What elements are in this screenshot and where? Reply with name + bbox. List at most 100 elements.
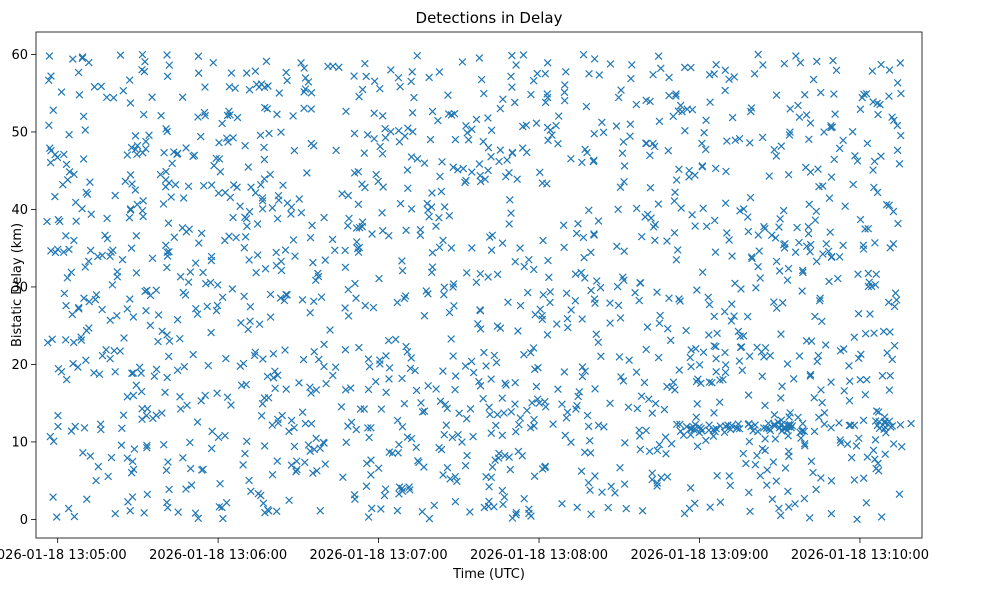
detection-point (355, 243, 364, 252)
detection-point (62, 301, 70, 310)
detection-point (163, 331, 171, 339)
detection-point (355, 92, 363, 101)
detection-point (180, 362, 189, 371)
detection-point (453, 477, 461, 486)
detection-point (580, 253, 588, 262)
detection-point (781, 464, 790, 472)
detection-point (528, 399, 536, 407)
detection-point (51, 192, 59, 201)
detection-point (648, 475, 657, 484)
detection-point (507, 407, 516, 416)
detection-point (80, 424, 89, 432)
detection-point (661, 433, 670, 442)
detection-point (402, 342, 410, 351)
detection-point (398, 422, 407, 431)
detection-point (827, 423, 835, 432)
detection-point (70, 170, 78, 179)
detection-point (794, 101, 802, 110)
detection-point (664, 146, 673, 155)
detection-point (636, 279, 645, 287)
detection-point (864, 282, 873, 291)
plot-area: 2026-01-18 13:05:00 2026-01-18 13:06:00 20… (0, 31, 929, 563)
detection-point (716, 498, 725, 506)
detection-point (753, 343, 761, 352)
detection-point (725, 472, 734, 480)
detection-point (229, 181, 238, 189)
detection-point (820, 420, 829, 429)
detection-point (485, 403, 493, 412)
detection-point (820, 128, 828, 136)
detection-point (725, 236, 733, 244)
detection-point (213, 389, 221, 398)
detection-point (81, 263, 90, 271)
detection-point (201, 391, 210, 400)
detection-point (665, 73, 673, 82)
detection-point (143, 441, 151, 450)
detection-point (132, 231, 141, 240)
detection-point (676, 297, 684, 305)
detection-point (385, 375, 393, 383)
detection-point (835, 252, 844, 261)
detection-point (761, 401, 769, 410)
detection-point (193, 310, 202, 318)
detection-point (354, 200, 363, 209)
detection-point (624, 403, 633, 411)
detection-point (416, 231, 425, 240)
detection-point (666, 336, 675, 345)
detection-point (642, 96, 650, 105)
detection-point (173, 366, 182, 375)
detection-point (467, 357, 476, 366)
detection-point (143, 490, 152, 499)
detection-point (247, 183, 255, 192)
detection-point (738, 366, 747, 375)
detection-point (196, 132, 205, 141)
detection-point (367, 423, 375, 432)
detection-point (491, 421, 500, 430)
detection-point (845, 421, 854, 430)
detection-point (127, 244, 136, 253)
detection-point (676, 101, 685, 110)
detection-point (321, 256, 330, 264)
detection-point (251, 67, 260, 76)
detection-point (543, 179, 551, 188)
detection-point (413, 155, 422, 163)
detection-point (491, 456, 499, 464)
detection-point (176, 392, 184, 401)
detection-point (543, 123, 552, 132)
detection-point (671, 188, 679, 197)
detection-point (670, 197, 679, 205)
detection-point (163, 127, 172, 136)
detection-point (435, 243, 444, 252)
detection-point (363, 130, 372, 139)
detection-point (672, 92, 680, 100)
detection-point (475, 160, 484, 168)
detection-point (685, 166, 694, 175)
detection-point (253, 220, 262, 228)
detection-point (301, 85, 310, 93)
detection-point (215, 138, 223, 147)
detection-point (289, 112, 297, 120)
detection-point (643, 210, 652, 219)
detection-point (312, 386, 321, 394)
detection-point (350, 72, 358, 80)
detection-point (129, 369, 138, 377)
detection-point (693, 286, 701, 294)
detection-point (450, 301, 458, 310)
detection-point (264, 393, 273, 402)
detection-point (412, 386, 421, 395)
detection-point (496, 104, 505, 113)
detection-point (143, 443, 151, 452)
detection-point (398, 257, 406, 265)
detection-point (508, 514, 517, 522)
detection-point (314, 272, 323, 281)
detection-point (200, 108, 209, 117)
detection-point (213, 301, 222, 310)
detection-point (539, 290, 548, 299)
detection-point (651, 236, 659, 245)
detection-point (656, 64, 665, 73)
detection-point (227, 69, 236, 77)
detection-point (627, 61, 636, 69)
detection-point (135, 363, 144, 372)
detection-point (321, 460, 330, 468)
detection-point (795, 113, 804, 122)
